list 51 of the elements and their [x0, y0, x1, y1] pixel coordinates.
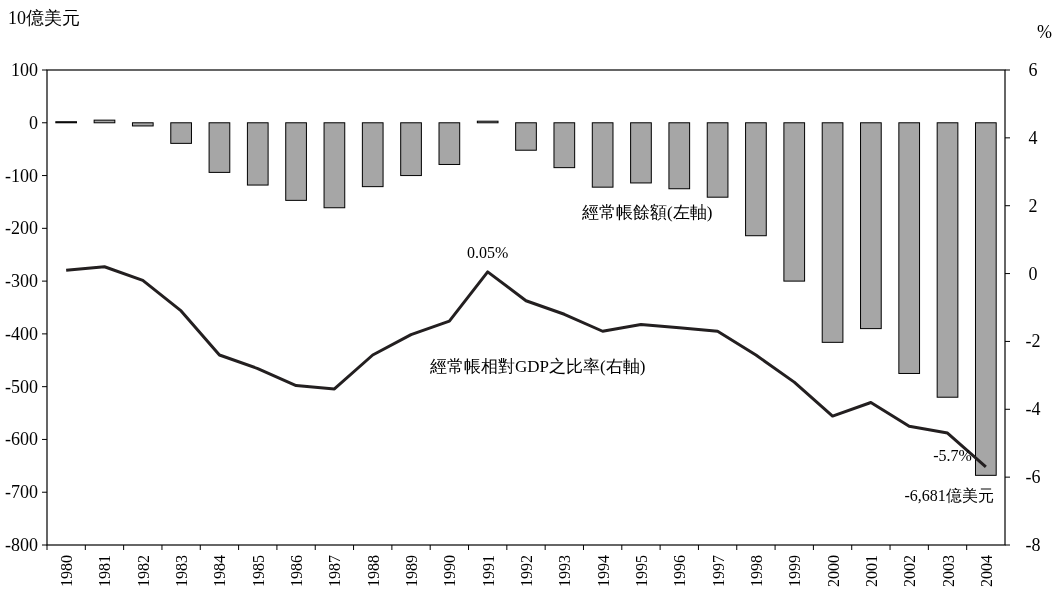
series-label: 經常帳相對GDP之比率(右軸) [429, 357, 646, 376]
y2-axis-title: % [1037, 22, 1052, 42]
y-tick-label: -500 [5, 376, 38, 397]
x-tick-label: 1983 [173, 555, 191, 587]
x-tick-label: 1990 [441, 555, 459, 587]
x-tick-label: 1998 [747, 555, 765, 587]
x-tick-label: 1995 [632, 555, 650, 587]
y2-tick-label: -6 [1025, 467, 1041, 488]
y2-tick-label: 2 [1028, 195, 1038, 216]
y-tick-label: -700 [5, 482, 38, 503]
x-tick-label: 1992 [518, 555, 535, 587]
y-tick-label: -100 [5, 165, 38, 186]
y2-tick-label: 6 [1028, 60, 1038, 80]
x-tick-label: 1994 [594, 555, 612, 587]
x-tick-label: 1986 [288, 555, 306, 587]
y2-tick-label: -8 [1025, 535, 1041, 555]
y-tick-label: -300 [5, 271, 38, 292]
y-tick-label: 100 [11, 60, 38, 80]
y2-tick-label: -2 [1025, 331, 1041, 352]
x-tick-label: 1980 [58, 555, 76, 587]
y2-tick-label: 4 [1028, 127, 1038, 148]
y2-tick-label: -4 [1025, 399, 1041, 420]
x-tick-label: 1988 [364, 555, 382, 587]
x-tick-label: 2002 [901, 555, 919, 587]
x-tick-label: 1982 [134, 555, 152, 587]
x-tick-label: 2003 [939, 555, 957, 587]
y-tick-label: 0 [29, 112, 38, 133]
x-tick-label: 2001 [862, 555, 880, 587]
x-tick-label: 1981 [96, 555, 114, 587]
y-tick-label: -600 [5, 429, 38, 450]
y2-tick-label: 0 [1028, 263, 1038, 284]
x-tick-label: 1999 [786, 555, 804, 587]
x-tick-label: 1993 [556, 555, 574, 587]
y-axis-title: 10億美元 [8, 8, 80, 28]
x-tick-label: 1989 [403, 555, 421, 587]
x-tick-label: 2004 [977, 555, 995, 587]
annotation: -5.7% [933, 446, 972, 464]
x-tick-label: 1985 [249, 555, 267, 587]
x-tick-label: 1987 [326, 555, 344, 587]
x-tick-label: 1997 [709, 555, 727, 587]
series-label: 經常帳餘額(左軸) [581, 203, 713, 222]
annotation: -6,681億美元 [904, 487, 994, 505]
annotation: 0.05% [467, 243, 509, 261]
line-series [64, 265, 988, 469]
y-tick-label: -200 [5, 218, 38, 239]
x-tick-label: 1984 [211, 555, 229, 587]
x-tick-label: 1996 [671, 555, 689, 587]
x-tick-label: 1991 [479, 555, 497, 587]
y-tick-label: -800 [5, 535, 38, 555]
x-tick-label: 2000 [824, 555, 842, 587]
y-tick-label: -400 [5, 323, 38, 344]
